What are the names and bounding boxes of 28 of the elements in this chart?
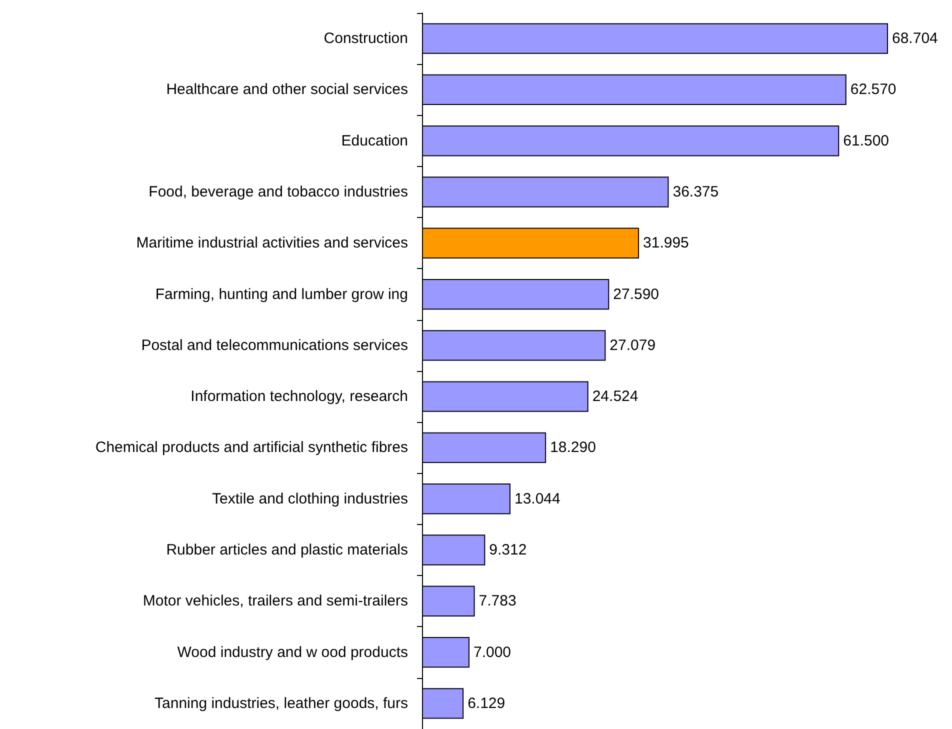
data-label: 61.500 <box>843 132 890 150</box>
data-label: 7.000 <box>473 644 512 661</box>
y-tick-label: Textile and clothing industries <box>212 490 408 508</box>
y-tick-label: Construction <box>324 30 408 48</box>
y-tick-label: Rubber articles and plastic materials <box>166 542 408 558</box>
data-label: 31.995 <box>643 234 689 252</box>
data-label: 24.524 <box>592 388 638 406</box>
y-tick-label: Motor vehicles, trailers and semi-trailers <box>142 592 408 610</box>
data-label: 27.590 <box>613 286 660 303</box>
data-label: 9.312 <box>489 542 527 558</box>
data-label: 68.704 <box>892 30 938 48</box>
data-label: 7.783 <box>478 592 516 610</box>
y-tick-label: Chemical products and artificial synthetic fibres <box>95 439 408 456</box>
y-tick-label: Tanning industries, leather goods, furs <box>154 694 408 712</box>
data-label: 18.290 <box>550 439 596 456</box>
y-tick-label: Maritime industrial activities and services <box>136 234 408 252</box>
y-tick-label: Food, beverage and tobacco industries <box>148 184 408 200</box>
y-tick-label: Healthcare and other social services <box>166 81 408 98</box>
data-label: 27.079 <box>610 336 656 354</box>
y-tick-label: Postal and telecommunications services <box>141 336 408 354</box>
data-label: 36.375 <box>672 184 719 200</box>
y-tick-label: Education <box>341 132 408 150</box>
data-label: 13.044 <box>514 490 560 508</box>
y-tick-label: Farming, hunting and lumber grow ing <box>155 286 408 303</box>
y-tick-label: Wood industry and w ood products <box>177 644 408 661</box>
y-tick-label: Information technology, research <box>190 388 408 406</box>
data-label: 6.129 <box>468 694 506 712</box>
data-label: 62.570 <box>850 81 896 98</box>
